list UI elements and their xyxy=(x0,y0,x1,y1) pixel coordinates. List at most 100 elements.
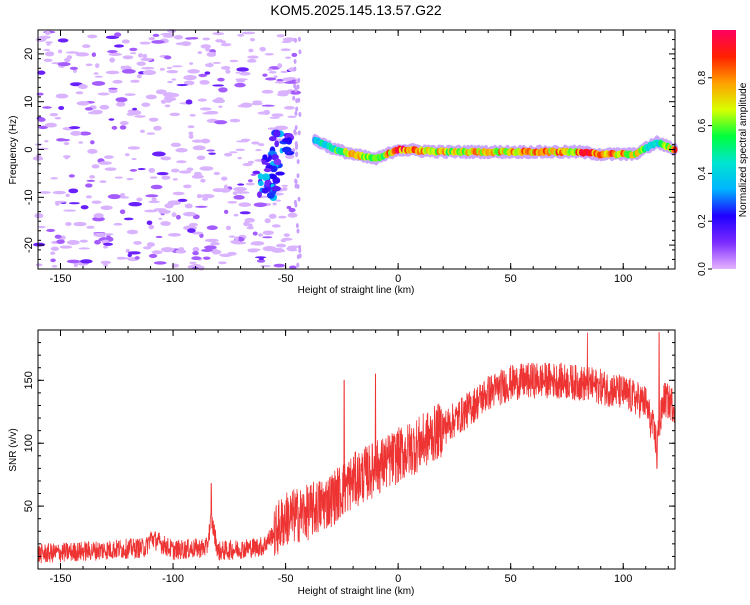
spectrogram-blob xyxy=(141,66,155,70)
spectrogram-blob xyxy=(298,111,302,117)
spectrogram-blob xyxy=(183,75,197,81)
spectrogram-blob xyxy=(218,261,227,265)
spectrogram-blob xyxy=(93,232,106,237)
spectrogram-blob xyxy=(186,167,194,172)
spectrogram-blob xyxy=(82,44,91,48)
spectrogram-blob xyxy=(294,141,298,147)
spectrogram-blob xyxy=(200,194,215,199)
spectrogram-blob xyxy=(275,171,285,176)
spectrogram-blob xyxy=(214,120,228,125)
spectrogram-blob xyxy=(187,69,200,74)
spectrogram-blob xyxy=(111,125,118,130)
spectrogram-blob xyxy=(192,250,199,256)
colorbar-tick-label: 0.6 xyxy=(697,118,708,132)
spectrogram-blob xyxy=(86,225,95,229)
y-tick-label: -10 xyxy=(23,189,35,205)
spectrogram-blob xyxy=(247,55,259,59)
spectrogram-blob xyxy=(197,51,203,54)
spectrogram-blob xyxy=(171,212,177,218)
y-tick-label: 10 xyxy=(23,96,35,108)
spectrogram-blob xyxy=(60,235,66,240)
spectrogram-blob xyxy=(175,249,187,254)
spectrogram-blob xyxy=(116,256,127,260)
spectrogram-blob xyxy=(185,99,193,105)
spectrogram-blob xyxy=(275,199,282,202)
spectrogram-blob xyxy=(167,233,182,237)
spectrogram-blob xyxy=(121,69,136,74)
spectrogram-blob xyxy=(227,251,237,256)
spectrogram-blob xyxy=(128,251,141,255)
spectrogram-blob xyxy=(100,260,112,265)
spectrogram-blob xyxy=(104,233,114,236)
spectrogram-blob xyxy=(235,71,240,74)
colorbar-tick-label: 0.4 xyxy=(697,166,708,180)
spectrogram-blob xyxy=(250,173,257,176)
spectrogram-blob xyxy=(247,58,257,63)
spectrogram-blob xyxy=(139,41,151,45)
spectrogram-blob xyxy=(189,113,196,117)
spectrogram-blob xyxy=(92,216,105,222)
spectrogram-blob xyxy=(142,70,157,76)
spectrogram-blob xyxy=(234,236,239,241)
spectrogram-blob xyxy=(276,78,284,82)
spectrogram-blob xyxy=(294,111,298,117)
spectrogram-blob xyxy=(148,224,155,230)
snr-x-label: Height of straight line (km) xyxy=(298,586,415,597)
spectrogram-blob xyxy=(272,202,277,206)
spectrogram-blob xyxy=(68,126,81,130)
spectrogram-blob xyxy=(291,52,298,58)
spectrogram-noise xyxy=(32,28,302,271)
spectrogram-blob xyxy=(171,78,177,81)
spectrogram-blob xyxy=(126,177,134,181)
spectrogram-blob xyxy=(78,84,88,90)
spectrogram-blob xyxy=(120,192,126,198)
spectrogram-blob xyxy=(271,224,281,228)
spectrogram-blob xyxy=(194,205,208,208)
spectrogram-blob xyxy=(57,49,63,54)
spectrogram-blob xyxy=(146,242,155,247)
spectrogram-blob xyxy=(125,248,130,253)
spectrogram-blob xyxy=(233,213,239,217)
spectrogram-blob xyxy=(170,142,182,147)
spectrogram-blob xyxy=(297,130,301,136)
spectrogram-blob xyxy=(269,116,280,119)
spectrogram-blob xyxy=(188,134,194,139)
spectrogram-blob xyxy=(250,241,265,246)
spectrogram-blob xyxy=(294,37,298,43)
spectrogram-blob xyxy=(59,245,73,249)
spectrogram-blob xyxy=(163,92,176,98)
spectrogram-blob xyxy=(122,55,134,60)
spectrogram-blob xyxy=(63,209,77,212)
spectrogram-blob xyxy=(252,231,258,236)
spectrogram-blob xyxy=(119,120,129,126)
spectrogram-blob xyxy=(44,30,51,36)
spectrogram-blob xyxy=(218,87,228,93)
spectrogram-blob xyxy=(133,241,142,245)
spectrogram-blob xyxy=(282,186,288,191)
spectrogram-blob xyxy=(79,259,93,264)
spectrogram-blob xyxy=(146,220,153,226)
spectrogram-blob xyxy=(151,40,165,44)
spectrogram-blob xyxy=(152,33,160,37)
spectrogram-blob xyxy=(119,125,127,130)
spectrogram-blob xyxy=(168,200,176,203)
spectrogram-blob xyxy=(54,116,62,120)
spectrogram-blob xyxy=(120,65,126,70)
spectrogram-blob xyxy=(237,104,247,108)
spectrogram-blob xyxy=(176,160,187,164)
spectrogram-blob xyxy=(109,57,116,63)
spectrogram-blob xyxy=(123,217,134,221)
spectrogram-blob xyxy=(223,209,229,215)
spectrogram-blob xyxy=(281,184,289,187)
spectrogram-blob xyxy=(198,73,208,78)
y-tick-label: 150 xyxy=(23,371,35,389)
spectrogram-blob xyxy=(170,168,180,173)
spectrogram-blob xyxy=(285,56,292,59)
spectrogram-blob xyxy=(198,265,205,271)
spectrogram-blob xyxy=(187,82,195,85)
spectrogram-blob xyxy=(189,261,197,264)
spectrogram-blob xyxy=(235,78,248,81)
spectrogram-blob xyxy=(262,73,268,77)
spectrogram-blob xyxy=(237,156,242,160)
spectrogram-blob xyxy=(247,160,255,164)
